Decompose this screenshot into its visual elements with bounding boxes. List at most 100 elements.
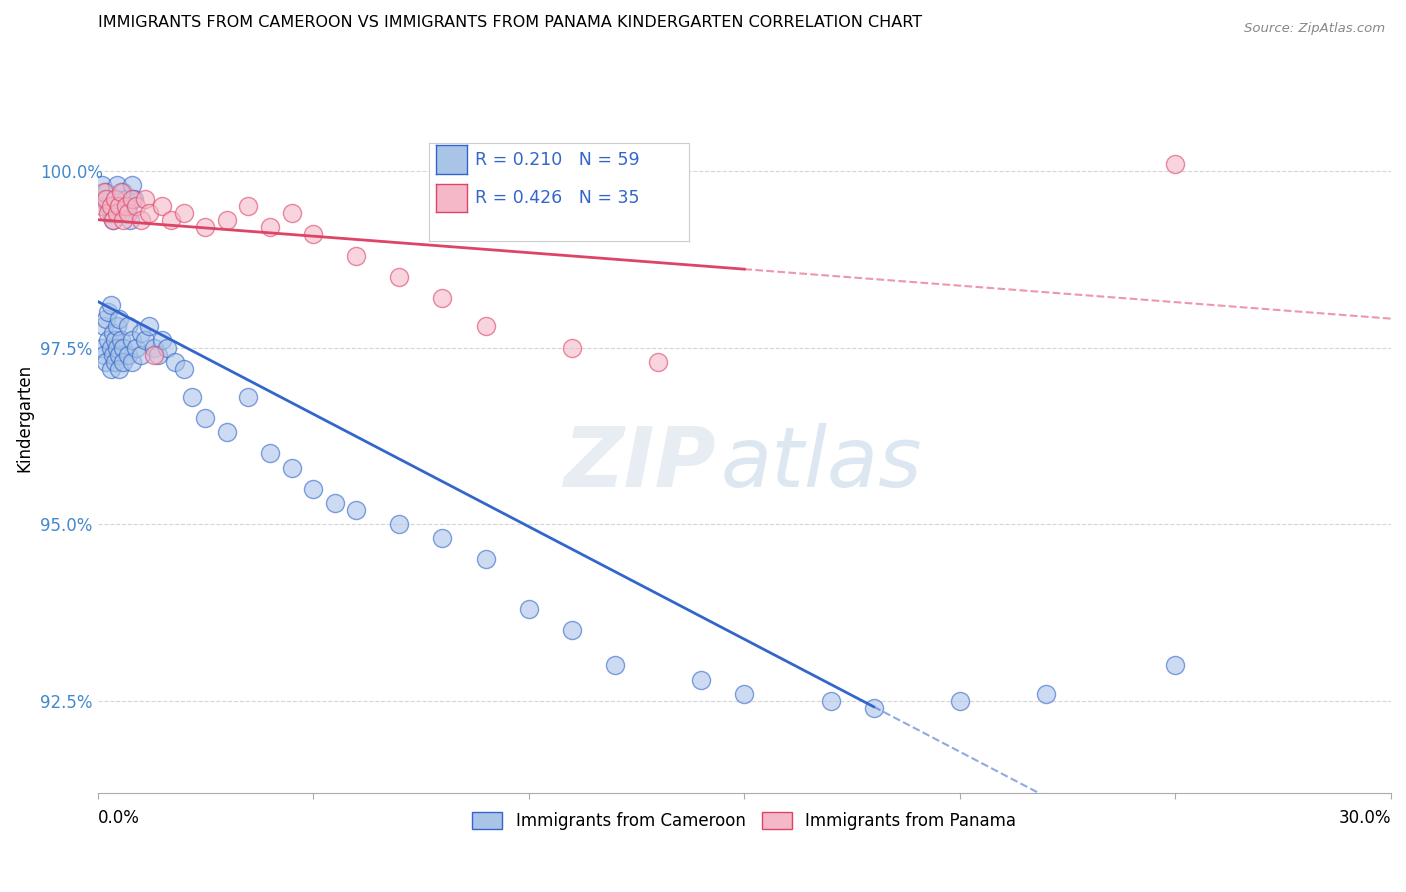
Point — [474, 552, 496, 566]
Point — [323, 496, 346, 510]
Point — [93, 185, 115, 199]
Point — [155, 341, 177, 355]
Point — [105, 206, 128, 220]
Point — [121, 192, 143, 206]
Point — [690, 673, 713, 687]
Point — [125, 341, 148, 355]
Point — [117, 347, 139, 361]
Point — [138, 206, 160, 220]
Point — [100, 298, 122, 312]
Point — [125, 199, 148, 213]
Point — [110, 185, 132, 199]
Point — [142, 347, 165, 361]
Point — [302, 482, 325, 496]
Point — [647, 354, 669, 368]
Point — [117, 319, 139, 334]
Point — [108, 347, 131, 361]
Point — [100, 199, 122, 213]
Point — [121, 334, 143, 348]
Y-axis label: Kindergarten: Kindergarten — [15, 364, 32, 472]
Point — [280, 460, 302, 475]
Point — [134, 334, 156, 348]
Point — [97, 206, 120, 220]
Point — [1164, 157, 1187, 171]
Point — [100, 361, 122, 376]
Point — [388, 269, 411, 284]
Point — [121, 178, 143, 192]
Point — [90, 178, 112, 192]
Point — [104, 334, 127, 348]
Point — [117, 199, 139, 213]
Point — [733, 687, 755, 701]
Point — [96, 185, 118, 199]
Point — [129, 326, 152, 341]
Point — [862, 701, 884, 715]
Text: R = 0.426   N = 35: R = 0.426 N = 35 — [475, 189, 640, 207]
Point — [114, 199, 136, 213]
Point — [259, 446, 281, 460]
Point — [146, 347, 169, 361]
Point — [93, 319, 115, 334]
Point — [112, 341, 135, 355]
Point — [561, 623, 583, 637]
Text: ZIP: ZIP — [564, 423, 716, 504]
Point — [388, 517, 411, 532]
Point — [138, 319, 160, 334]
Point — [90, 199, 112, 213]
Point — [215, 425, 238, 440]
Point — [112, 185, 135, 199]
Point — [108, 199, 131, 213]
Point — [96, 354, 118, 368]
Point — [96, 312, 118, 326]
Point — [96, 192, 118, 206]
Point — [820, 694, 842, 708]
Point — [104, 354, 127, 368]
Point — [194, 411, 217, 425]
Point — [142, 341, 165, 355]
Legend: Immigrants from Cameroon, Immigrants from Panama: Immigrants from Cameroon, Immigrants fro… — [465, 805, 1024, 837]
Point — [105, 341, 128, 355]
Point — [181, 390, 204, 404]
Point — [517, 602, 540, 616]
Point — [100, 341, 122, 355]
Point — [118, 213, 141, 227]
Point — [110, 206, 132, 220]
Point — [105, 319, 128, 334]
Point — [114, 192, 136, 206]
Point — [122, 192, 145, 206]
Point — [561, 341, 583, 355]
Point — [160, 213, 183, 227]
Point — [165, 354, 187, 368]
Point — [90, 341, 112, 355]
Point — [344, 503, 367, 517]
Text: R = 0.210   N = 59: R = 0.210 N = 59 — [475, 151, 640, 169]
Point — [129, 213, 152, 227]
Point — [101, 326, 124, 341]
Point — [101, 347, 124, 361]
Point — [108, 312, 131, 326]
Point — [603, 658, 626, 673]
Point — [121, 354, 143, 368]
Point — [93, 192, 115, 206]
Point — [105, 178, 128, 192]
Point — [108, 361, 131, 376]
Point — [432, 291, 454, 305]
Point — [194, 220, 217, 235]
Point — [432, 531, 454, 545]
Point — [129, 347, 152, 361]
Text: atlas: atlas — [721, 423, 922, 504]
Point — [344, 249, 367, 263]
Point — [238, 390, 260, 404]
Point — [173, 206, 195, 220]
Point — [110, 334, 132, 348]
Point — [1164, 658, 1187, 673]
Point — [302, 227, 325, 242]
Point — [97, 305, 120, 319]
Point — [1035, 687, 1057, 701]
Point — [100, 206, 122, 220]
Point — [117, 206, 139, 220]
Point — [97, 199, 120, 213]
Point — [112, 213, 135, 227]
Point — [101, 213, 124, 227]
Point — [173, 361, 195, 376]
